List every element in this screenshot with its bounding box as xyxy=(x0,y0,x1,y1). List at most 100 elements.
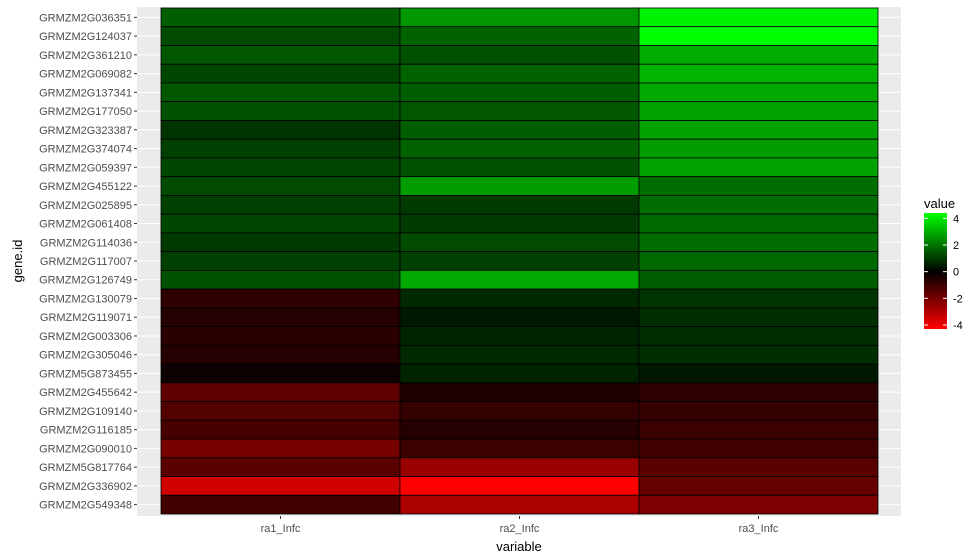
y-tick-label: GRMZM5G817764 xyxy=(39,462,132,474)
y-tick-label: GRMZM2G549348 xyxy=(39,500,132,512)
heatmap-cell xyxy=(638,438,879,459)
heatmap-cell xyxy=(638,120,879,140)
heatmap-cell xyxy=(399,138,640,159)
y-tick-label: GRMZM2G336902 xyxy=(39,481,132,493)
y-tick-label: GRMZM2G090010 xyxy=(39,443,132,455)
y-tick-label: GRMZM2G130079 xyxy=(39,293,132,305)
heatmap-cells xyxy=(160,7,879,515)
x-tick-label: ra2_Infc xyxy=(500,523,540,535)
y-tick-label: GRMZM2G361210 xyxy=(39,50,132,62)
y-axis-title: gene.id xyxy=(10,240,25,283)
heatmap-cell xyxy=(160,251,401,271)
heatmap-cell xyxy=(160,457,401,477)
heatmap-cell xyxy=(638,363,879,384)
legend-tick-label: -2 xyxy=(953,293,963,305)
heatmap-cell xyxy=(399,63,640,84)
heatmap-cell xyxy=(638,401,879,421)
heatmap-cell xyxy=(399,101,640,121)
y-tick-label: GRMZM2G025895 xyxy=(39,200,132,212)
heatmap-cell xyxy=(160,157,401,178)
heatmap-cell xyxy=(638,26,879,46)
heatmap-cell xyxy=(160,101,401,121)
heatmap-cell xyxy=(160,176,401,196)
heatmap-cell xyxy=(399,45,640,65)
heatmap-cell xyxy=(399,476,640,496)
heatmap-cell xyxy=(160,382,401,402)
heatmap-cell xyxy=(638,307,879,327)
heatmap-cell xyxy=(638,45,879,65)
heatmap-cell xyxy=(160,138,401,159)
heatmap-cell xyxy=(160,120,401,140)
heatmap-cell xyxy=(399,251,640,271)
heatmap-cell xyxy=(160,232,401,253)
y-tick-label: GRMZM2G305046 xyxy=(39,350,132,362)
legend-title: value xyxy=(924,196,955,211)
y-tick-label: GRMZM2G177050 xyxy=(39,106,132,118)
heatmap-cell xyxy=(399,382,640,402)
heatmap-cell xyxy=(399,307,640,327)
heatmap-cell xyxy=(399,288,640,309)
heatmap-cell xyxy=(638,269,879,290)
y-tick-label: GRMZM2G124037 xyxy=(39,31,132,43)
y-tick-label: GRMZM5G873455 xyxy=(39,368,132,380)
heatmap-cell xyxy=(399,457,640,477)
y-tick-label: GRMZM2G116185 xyxy=(40,425,132,437)
heatmap-cell xyxy=(399,438,640,459)
y-tick-label: GRMZM2G119071 xyxy=(40,312,132,324)
heatmap-cell xyxy=(160,7,401,28)
heatmap-cell xyxy=(638,194,879,215)
color-legend: value 4 2 0 -2 -4 xyxy=(924,196,963,332)
heatmap-cell xyxy=(638,82,879,103)
heatmap-cell xyxy=(638,232,879,253)
heatmap-cell xyxy=(399,363,640,384)
y-tick-label: GRMZM2G137341 xyxy=(39,87,132,99)
heatmap-cell xyxy=(638,138,879,159)
heatmap-cell xyxy=(399,344,640,365)
y-tick-label: GRMZM2G455642 xyxy=(39,387,132,399)
heatmap-cell xyxy=(638,344,879,365)
heatmap-cell xyxy=(638,419,879,440)
y-tick-label: GRMZM2G374074 xyxy=(39,144,132,156)
heatmap-cell xyxy=(638,288,879,309)
heatmap-cell xyxy=(638,251,879,271)
y-tick-label: GRMZM2G109140 xyxy=(39,406,132,418)
heatmap-cell xyxy=(160,307,401,327)
heatmap-cell xyxy=(399,419,640,440)
heatmap-cell xyxy=(160,63,401,84)
y-tick-label: GRMZM2G036351 xyxy=(39,12,132,24)
heatmap-cell xyxy=(160,476,401,496)
heatmap-cell xyxy=(638,7,879,28)
heatmap-cell xyxy=(638,382,879,402)
x-axis-title: variable xyxy=(496,539,542,554)
heatmap-cell xyxy=(160,26,401,46)
heatmap-cell xyxy=(638,63,879,84)
y-tick-label: GRMZM2G455122 xyxy=(39,181,132,193)
heatmap-cell xyxy=(160,82,401,103)
heatmap-cell xyxy=(160,344,401,365)
heatmap-cell xyxy=(399,494,640,515)
y-tick-label: GRMZM2G059397 xyxy=(39,162,132,174)
y-tick-label: GRMZM2G069082 xyxy=(39,69,132,81)
heatmap-cell xyxy=(638,157,879,178)
y-tick-label: GRMZM2G003306 xyxy=(39,331,132,343)
legend-tick-label: -4 xyxy=(953,320,963,332)
y-tick-label: GRMZM2G323387 xyxy=(39,125,132,137)
heatmap-cell xyxy=(160,288,401,309)
heatmap-cell xyxy=(160,494,401,515)
y-tick-label: GRMZM2G126749 xyxy=(39,275,132,287)
x-tick-label: ra3_Infc xyxy=(739,523,779,535)
legend-tick-label: 2 xyxy=(953,240,959,252)
heatmap-cell xyxy=(638,176,879,196)
x-axis-ticks: ra1_Infc ra2_Infc ra3_Infc xyxy=(261,516,779,535)
legend-ticks: 4 2 0 -2 -4 xyxy=(924,213,963,332)
heatmap-cell xyxy=(160,438,401,459)
heatmap-cell xyxy=(160,45,401,65)
heatmap-cell xyxy=(399,26,640,46)
heatmap-cell xyxy=(160,194,401,215)
y-tick-label: GRMZM2G117007 xyxy=(40,256,132,268)
heatmap-cell xyxy=(399,194,640,215)
y-tick-label: GRMZM2G114036 xyxy=(40,237,132,249)
heatmap-cell xyxy=(399,82,640,103)
y-tick-label: GRMZM2G061408 xyxy=(39,219,132,231)
heatmap-cell xyxy=(399,269,640,290)
